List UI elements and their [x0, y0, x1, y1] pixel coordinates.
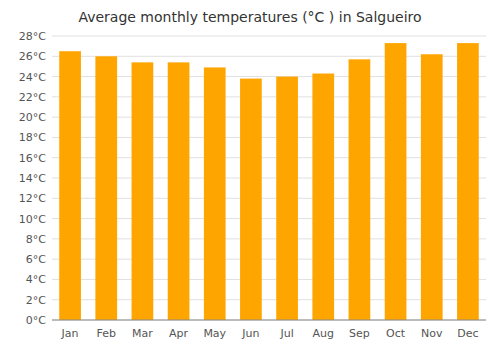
bar [276, 77, 298, 320]
bar [312, 74, 334, 320]
chart-svg: Average monthly temperatures (°C ) in Sa… [0, 0, 500, 350]
y-tick-label: 20°C [19, 111, 46, 124]
y-tick-label: 22°C [19, 91, 46, 104]
bar [95, 56, 117, 320]
y-tick-label: 4°C [26, 273, 46, 286]
x-tick-label: May [203, 327, 226, 340]
bar [349, 59, 371, 320]
bar [457, 43, 479, 320]
y-tick-label: 12°C [19, 192, 46, 205]
bar [421, 54, 443, 320]
y-tick-label: 18°C [19, 131, 46, 144]
y-tick-label: 0°C [26, 314, 46, 327]
x-tick-label: Apr [169, 327, 189, 340]
y-grid [52, 36, 486, 320]
chart-title: Average monthly temperatures (°C ) in Sa… [78, 9, 421, 25]
bar [204, 67, 226, 320]
x-axis-line [52, 320, 486, 321]
y-tick-label: 10°C [19, 213, 46, 226]
y-tick-label: 28°C [19, 30, 46, 43]
x-tick-label: Oct [386, 327, 406, 340]
bar [385, 43, 407, 320]
bars [59, 43, 479, 320]
x-tick-label: Feb [97, 327, 116, 340]
bar [59, 51, 81, 320]
x-tick-label: Mar [132, 327, 153, 340]
x-tick-label: Jan [61, 327, 79, 340]
y-tick-label: 6°C [26, 253, 46, 266]
x-tick-label: Aug [313, 327, 334, 340]
x-tick-label: Jul [279, 327, 293, 340]
grid-line [52, 320, 486, 321]
y-tick-label: 16°C [19, 152, 46, 165]
x-tick-label: Dec [457, 327, 478, 340]
x-tick-label: Jun [241, 327, 259, 340]
bar [240, 79, 262, 320]
chart-container: Average monthly temperatures (°C ) in Sa… [0, 0, 500, 350]
grid-line [52, 36, 486, 37]
bar [168, 62, 190, 320]
bar [132, 62, 154, 320]
y-tick-label: 2°C [26, 294, 46, 307]
y-tick-label: 26°C [19, 50, 46, 63]
x-axis: Jan Feb Mar Apr May Jun Jul Aug Sep Oct Nov Dec [61, 327, 479, 340]
y-axis: 0°C 2°C 4°C 6°C 8°C 10°C 12°C 14°C 16°C 18°C 20°C 2… [19, 30, 46, 327]
x-tick-label: Nov [421, 327, 443, 340]
x-tick-label: Sep [349, 327, 370, 340]
y-tick-label: 14°C [19, 172, 46, 185]
y-tick-label: 24°C [19, 71, 46, 84]
y-tick-label: 8°C [26, 233, 46, 246]
